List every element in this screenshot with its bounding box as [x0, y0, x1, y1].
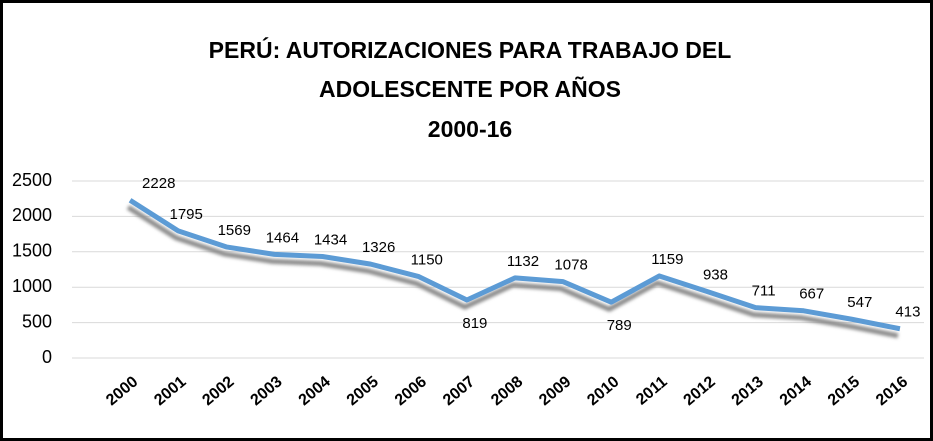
data-label: 413: [895, 304, 920, 321]
data-label: 1326: [362, 239, 395, 256]
data-label: 667: [799, 286, 824, 303]
y-tick-label: 1500: [12, 241, 52, 261]
data-label: 547: [847, 294, 872, 311]
data-label: 1434: [314, 231, 347, 248]
y-tick-label: 2000: [12, 205, 52, 225]
data-label: 938: [703, 267, 728, 284]
y-tick-label: 2500: [12, 170, 52, 190]
data-label: 2228: [142, 175, 175, 192]
data-label: 1464: [266, 229, 299, 246]
y-tick-label: 1000: [12, 276, 52, 296]
y-tick-label: 500: [22, 311, 52, 331]
data-line: [128, 198, 901, 332]
data-label: 1569: [218, 222, 251, 239]
data-label: 1132: [507, 253, 539, 270]
chart-title: PERÚ: AUTORIZACIONES PARA TRABAJO DEL: [209, 36, 732, 63]
data-label: 819: [462, 315, 487, 332]
chart-title: ADOLESCENTE POR AÑOS: [319, 75, 621, 102]
y-tick-label: 0: [42, 347, 52, 367]
data-label: 1159: [651, 251, 683, 268]
data-label: 1795: [169, 206, 202, 223]
data-label: 1150: [411, 252, 443, 269]
data-label: 711: [752, 283, 776, 300]
chart-title: 2000-16: [428, 116, 512, 142]
data-label: 789: [607, 317, 632, 334]
data-label: 1078: [554, 257, 587, 274]
